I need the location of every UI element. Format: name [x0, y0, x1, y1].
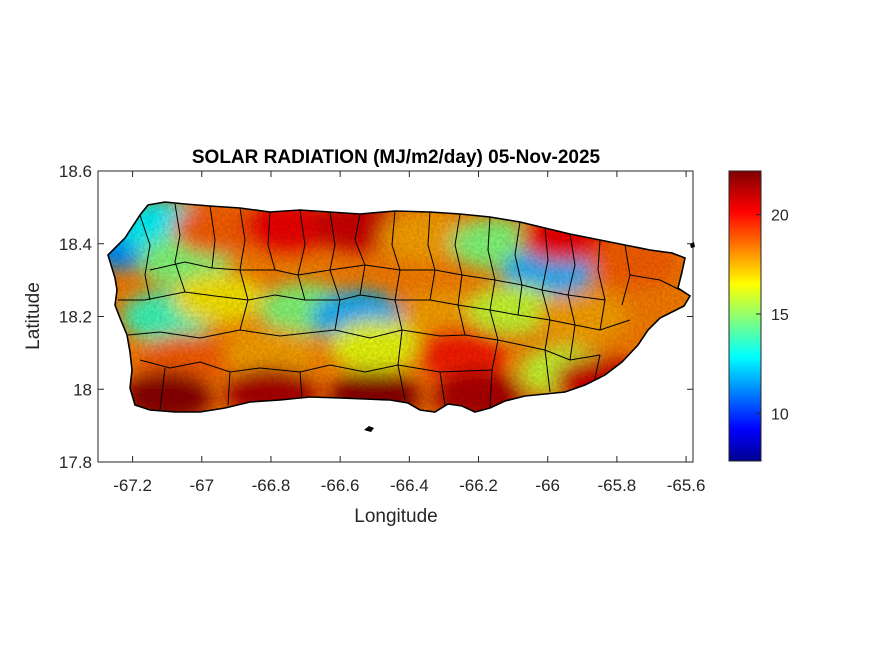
municipality-boundary — [427, 211, 436, 301]
y-tick-label: 18.6 — [59, 162, 92, 181]
x-tick-label: -67 — [189, 476, 214, 495]
y-tick-label: 18.2 — [59, 308, 92, 327]
municipality-boundary — [139, 214, 151, 301]
municipality-boundary — [594, 354, 601, 379]
colorbar-tick-label: 20 — [771, 208, 789, 225]
municipality-boundary — [544, 349, 551, 393]
y-axis-ticks: 17.8 18 18.2 18.4 18.6 — [59, 162, 693, 472]
colorbar-tick-label: 15 — [771, 307, 789, 324]
municipality-boundary — [227, 371, 231, 406]
municipality-boundaries — [118, 203, 681, 411]
municipality-boundary — [209, 205, 216, 269]
puerto-rico-coastline — [107, 201, 692, 413]
x-tick-label: -65.8 — [598, 476, 637, 495]
municipality-boundary — [514, 221, 523, 316]
municipality-boundary — [118, 291, 631, 331]
x-tick-label: -66.2 — [459, 476, 498, 495]
y-axis-label: Latitude — [23, 282, 44, 350]
municipality-boundary — [174, 203, 186, 293]
map-title: SOLAR RADIATION (MJ/m2/day) 05-Nov-2025 — [192, 147, 601, 168]
municipality-boundary — [597, 239, 606, 331]
municipality-boundary — [267, 211, 276, 271]
municipality-boundary — [439, 371, 446, 406]
y-tick-label: 17.8 — [59, 453, 92, 472]
colorbar-ticks: 10 15 20 — [756, 208, 789, 423]
colorbar — [728, 170, 762, 462]
x-tick-label: -66.6 — [321, 476, 360, 495]
x-axis-label: Longitude — [354, 506, 437, 527]
municipality-boundary — [149, 261, 606, 301]
municipality-boundary — [159, 367, 166, 411]
caja-de-muertos-island — [364, 426, 374, 432]
municipality-boundary — [629, 274, 681, 291]
x-axis-ticks: -67.2 -67 -66.8 -66.6 -66.4 -66.2 -66 -65.8 -65.… — [113, 171, 705, 495]
municipality-boundary — [299, 371, 303, 399]
y-tick-label: 18.4 — [59, 235, 92, 254]
x-tick-label: -66.8 — [252, 476, 291, 495]
x-tick-label: -66.4 — [390, 476, 429, 495]
municipality-boundary — [354, 213, 366, 296]
colorbar-tick-label: 10 — [771, 406, 789, 423]
y-tick-label: 18 — [73, 380, 92, 399]
x-tick-label: -65.6 — [667, 476, 706, 495]
x-tick-label: -66 — [535, 476, 560, 495]
municipality-boundary — [127, 329, 601, 361]
municipality-boundary — [297, 209, 306, 301]
x-tick-label: -67.2 — [113, 476, 152, 495]
radiation-field — [108, 202, 690, 412]
